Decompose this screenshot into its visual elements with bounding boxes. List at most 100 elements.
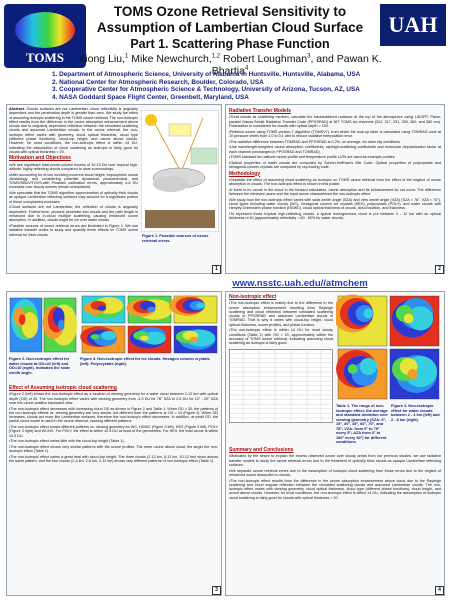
contour-band [18,314,26,325]
contour-band [97,305,107,311]
author-name: Mike Newchurch, [128,53,212,65]
bullet-list: Figure 2 (left) shows the non-isotropic … [9,392,218,463]
url[interactable]: www.nsstc.uah.edu//atmchem [232,278,368,289]
contour-band [189,336,199,343]
contour-band [403,313,414,324]
bullet: If there is no ozone in the cloud in the… [229,188,441,197]
bullet: The non-isotropic effect decreases with … [9,407,218,424]
bullet: Separate the effect of assuming cloud sc… [229,178,441,187]
contour-band [407,369,418,379]
affiliation: 2. National Center for Atmospheric Resea… [52,78,264,86]
bullet: Optical properties of water clouds are c… [229,161,441,170]
figure-4 [336,294,440,400]
affiliations: 1. Department of Atmospheric Science, Un… [52,71,442,101]
table-caption: Table 1. The range of non-isotropic effe… [336,403,388,444]
ray [154,123,182,173]
author-affiliation: 3 [307,53,311,60]
bullet-list: The non-isotropic effect is mainly due t… [229,301,333,345]
bullet: Retrieve ozone using TOMS version-7 algo… [229,130,441,139]
author-name: , and Pawan K. Bhartia [211,53,382,77]
bullet-list: We see significant total-ozone-column ex… [9,163,138,237]
section-heading: Summary and Conclusions [229,447,294,453]
bullet: The non-isotropic effect shows very simi… [9,445,218,454]
contour-band [347,364,358,374]
abstract: Abstract. Clouds surfaces are not Lamber… [9,107,138,154]
abstract-text: Clouds surfaces are not Lambertian; clou… [9,107,138,154]
bullet: The non-isotropic effect varies little w… [9,439,218,443]
contour-band [58,319,65,331]
bullet: The non-isotropic effect shows different… [9,425,218,438]
figures-2-3 [9,295,218,354]
section-heading: Radiative Transfer Models [229,108,291,114]
authors: Xiong Liu,1 Mike Newchurch,1,2 Robert Lo… [60,53,400,77]
section-heading: Motivation and Objectives [9,155,71,162]
figure-caption: Figure 4. Non-isotropic effect for water… [391,403,440,422]
logo-background [380,4,446,46]
author-name: Robert Loughman [220,53,308,65]
figure-caption: Figure 3. Non-isotropic effect for ice c… [80,356,210,366]
bullet: We separate ozone retrieval errors due t… [229,469,441,478]
uah-logo: UAH [380,4,446,46]
logo-text: UAH [389,12,438,37]
page-number: 1 [212,265,221,274]
subtitle: Part 1. Scattering Phase Function [130,37,330,51]
bullet: We study how the non-isotropic effect va… [229,198,441,211]
affiliation: 4. NASA Goddard Space Flight Center, Gre… [52,93,249,101]
ground [145,210,215,228]
cloud [153,176,189,192]
author-affiliation: 1 [125,53,129,60]
page-number: 3 [212,586,221,595]
contour-band [359,358,378,375]
section-heading: Effect of Assuming isotropic cloud scatt… [9,385,117,391]
title-line: Assumption of Lambertian Cloud Surface [96,20,364,35]
table-frame [229,349,333,423]
figure-caption: Figure 1. Possible sources of ozone retr… [142,233,209,243]
rtm-column: Radiative Transfer Models Treat clouds a… [229,107,441,271]
contour-band [407,306,434,331]
bullet: Cloud surfaces are not Lambertian; the r… [9,205,138,222]
contour-band [363,308,374,319]
bullet-list: Separate the effect of assuming cloud sc… [229,178,441,221]
bullet: The non-isotropic effect is mainly due t… [229,301,333,327]
bullet: Use wavelength-weighted ozone absorption… [229,145,441,154]
section-heading: Methodology [229,170,261,177]
affiliation: 3. Cooperative Center for Atmospheric Sc… [52,86,360,94]
nonisotropic-column: Non-isotropic effect The non-isotropic e… [229,293,333,347]
table-1 [229,349,333,423]
effect-column: Effect of Assuming isotropic cloud scatt… [9,384,218,590]
contour-band [143,331,166,345]
label-box [168,123,192,137]
bullet: The non-isotropic effect varies a great … [9,455,218,464]
ray [180,117,204,173]
title-line: TOMS Ozone Retrieval Sensitivity to [113,4,347,19]
author-name: Xiong Liu, [78,53,125,65]
bullet-list: Treat clouds as scattering medium, calcu… [229,115,441,169]
sun [145,114,157,126]
contour-band [146,306,156,313]
section-heading: Non-isotropic effect [229,294,277,300]
contour-band [196,302,205,309]
figure-1 [141,110,219,232]
abstract-label: Abstract. [9,107,25,111]
logo-text: TOMS [26,50,64,65]
bullet: Possible sources of ozone retrieval erro… [9,224,138,237]
toms-logo: TOMS [4,4,86,68]
bullet: The non-isotropic effect is within ±4 DU… [229,328,333,345]
author-affiliation: 1,2 [211,53,221,60]
summary-column: Summary and Conclusions Motivated by the… [229,446,441,586]
bullet: We see significant total-ozone-column ex… [9,163,138,172]
title: TOMS Ozone Retrieval Sensitivity to Assu… [90,4,370,36]
contour-band [140,335,149,341]
contour-band [21,312,39,338]
bullet-list: Motivated by the desire to explain the e… [229,454,441,500]
abstract-column: Abstract. Clouds surfaces are not Lamber… [9,107,138,271]
bullet: To represent those tropical high-reflect… [229,212,441,221]
bullet: Motivated by the desire to explain the e… [229,454,441,467]
bullet: The radiative difference between TOMRAD … [229,140,441,144]
contour-band [100,330,117,341]
bullet: TOMS standard ten-latitude ozone profile… [229,155,441,159]
author-affiliation: 4 [244,65,249,72]
page-number: 2 [435,265,444,274]
logo-globe [15,12,75,48]
